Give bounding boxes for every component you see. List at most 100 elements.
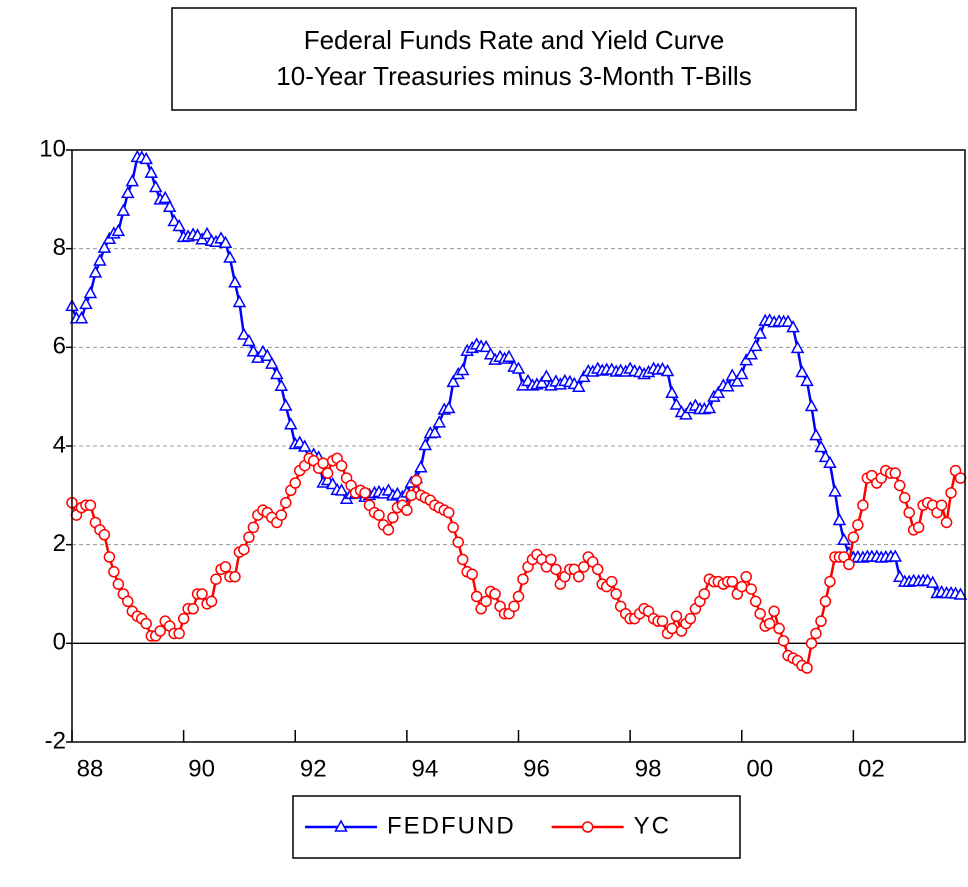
triangle-marker xyxy=(455,362,470,376)
circle-marker xyxy=(512,590,525,603)
triangle-marker xyxy=(725,368,740,381)
circle-marker xyxy=(768,605,780,618)
triangle-marker xyxy=(139,151,153,165)
triangle-marker xyxy=(125,174,140,187)
circle-marker xyxy=(857,499,869,511)
x-tick-label: 92 xyxy=(300,755,327,782)
y-tick-label: 10 xyxy=(39,135,66,162)
legend: FEDFUND YC xyxy=(305,812,671,839)
triangle-marker xyxy=(669,397,684,410)
circle-marker xyxy=(210,573,222,585)
triangle-marker xyxy=(223,250,237,263)
circle-marker xyxy=(903,506,915,519)
circle-marker xyxy=(405,489,418,502)
triangle-marker xyxy=(414,460,428,473)
triangle-marker xyxy=(265,356,279,369)
triangle-marker xyxy=(739,353,753,366)
x-tick-label: 98 xyxy=(635,755,662,782)
triangle-marker xyxy=(511,361,526,374)
circle-marker xyxy=(819,595,832,608)
circle-marker xyxy=(754,607,766,620)
triangle-marker xyxy=(832,512,847,526)
triangle-marker xyxy=(795,364,809,378)
circle-marker xyxy=(247,521,260,534)
triangle-marker xyxy=(158,190,172,204)
circle-marker xyxy=(280,496,292,509)
x-tick-label: 02 xyxy=(858,755,885,782)
circle-marker xyxy=(824,575,836,588)
circle-marker xyxy=(954,472,967,484)
triangle-marker xyxy=(88,265,103,278)
triangle-marker xyxy=(479,339,493,353)
triangle-marker xyxy=(539,369,554,382)
plot-frame xyxy=(71,149,966,743)
plot xyxy=(65,149,968,674)
triangle-marker xyxy=(679,407,693,420)
circle-marker xyxy=(935,499,948,511)
circle-marker xyxy=(387,511,399,524)
circle-marker xyxy=(452,536,464,548)
triangle-marker xyxy=(502,349,516,362)
circle-marker xyxy=(670,610,683,622)
circle-marker xyxy=(275,509,288,521)
title-box xyxy=(171,7,857,111)
triangle-marker xyxy=(418,437,433,451)
circle-marker xyxy=(373,509,385,521)
y-tick-label: 6 xyxy=(53,333,66,360)
triangle-marker xyxy=(111,223,126,237)
circle-marker xyxy=(763,617,776,630)
x-tick-label: 90 xyxy=(188,755,215,782)
triangle-marker xyxy=(665,385,679,398)
circle-marker xyxy=(382,524,395,536)
circle-marker xyxy=(898,492,911,504)
triangle-marker xyxy=(660,363,675,377)
circle-marker xyxy=(359,487,371,499)
circle-marker xyxy=(726,575,739,588)
triangle-marker xyxy=(721,379,735,392)
legend-label: YC xyxy=(634,812,671,839)
triangle-marker xyxy=(218,235,233,248)
triangle-marker xyxy=(97,240,112,253)
triangle-marker xyxy=(786,320,800,333)
circle-marker xyxy=(112,578,125,590)
circle-marker xyxy=(154,625,166,637)
circle-marker xyxy=(578,561,590,573)
circle-marker xyxy=(456,553,469,566)
circle-marker xyxy=(466,568,478,581)
triangle-marker xyxy=(432,415,447,428)
circle-marker xyxy=(517,573,529,585)
triangle-marker xyxy=(753,326,767,339)
circle-marker xyxy=(912,521,925,534)
circle-marker xyxy=(103,551,116,563)
triangle-marker xyxy=(572,379,586,393)
circle-marker xyxy=(480,595,492,608)
circle-marker xyxy=(289,477,301,489)
circle-marker xyxy=(945,487,957,499)
x-tick-label: 00 xyxy=(746,755,773,782)
circle-marker xyxy=(108,566,120,578)
triangle-marker xyxy=(246,344,261,357)
triangle-marker xyxy=(167,213,181,227)
triangle-marker xyxy=(441,400,456,414)
triangle-marker xyxy=(800,373,814,387)
x-tick-label: 96 xyxy=(523,755,550,782)
circle-marker xyxy=(401,504,413,516)
circle-marker xyxy=(581,821,594,833)
circle-marker xyxy=(815,615,827,627)
circle-marker xyxy=(84,499,97,511)
triangle-marker xyxy=(251,350,265,363)
circle-marker xyxy=(893,479,906,492)
y-tick-label: 8 xyxy=(53,234,66,261)
triangle-marker xyxy=(428,425,442,438)
triangle-marker xyxy=(535,375,549,389)
y-tick-label: 0 xyxy=(53,629,66,656)
triangle-marker xyxy=(74,311,89,324)
circle-marker xyxy=(745,583,757,595)
triangle-marker xyxy=(892,569,907,582)
circle-marker xyxy=(605,575,618,588)
triangle-marker xyxy=(148,179,163,193)
circle-marker xyxy=(321,467,334,479)
triangle-marker xyxy=(888,549,903,562)
circle-marker xyxy=(205,595,218,608)
triangle-marker xyxy=(730,374,745,387)
